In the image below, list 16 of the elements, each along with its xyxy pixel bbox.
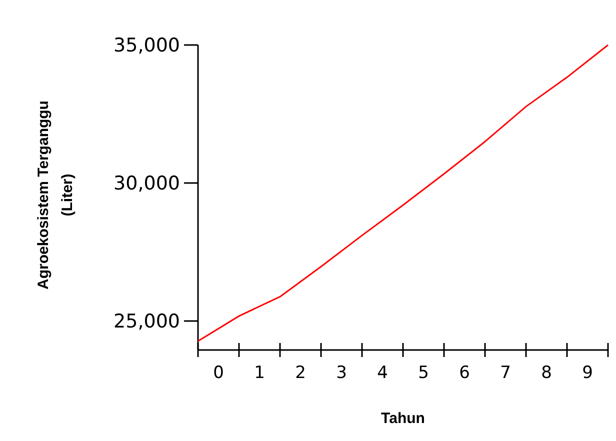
x-tick-label: 9 xyxy=(582,363,593,383)
x-axis-title: Tahun xyxy=(381,410,425,427)
x-tick-label: 6 xyxy=(459,363,470,383)
x-tick-label: 2 xyxy=(295,363,306,383)
y-tick-label: 25,000 xyxy=(114,310,180,333)
x-tick-label: 5 xyxy=(418,363,429,383)
line-series xyxy=(197,44,609,342)
x-tick-label: 1 xyxy=(254,363,265,383)
y-tick-label: 35,000 xyxy=(114,34,180,57)
x-tick-label: 4 xyxy=(377,363,388,383)
y-axis-title: Agroekosistem Terganggu (Liter) xyxy=(35,100,76,290)
x-tick-label: 0 xyxy=(213,363,224,383)
x-tick-label: 3 xyxy=(336,363,347,383)
y-tick-label: 30,000 xyxy=(114,172,180,195)
x-tick-label: 7 xyxy=(500,363,511,383)
x-tick-label: 8 xyxy=(541,363,552,383)
